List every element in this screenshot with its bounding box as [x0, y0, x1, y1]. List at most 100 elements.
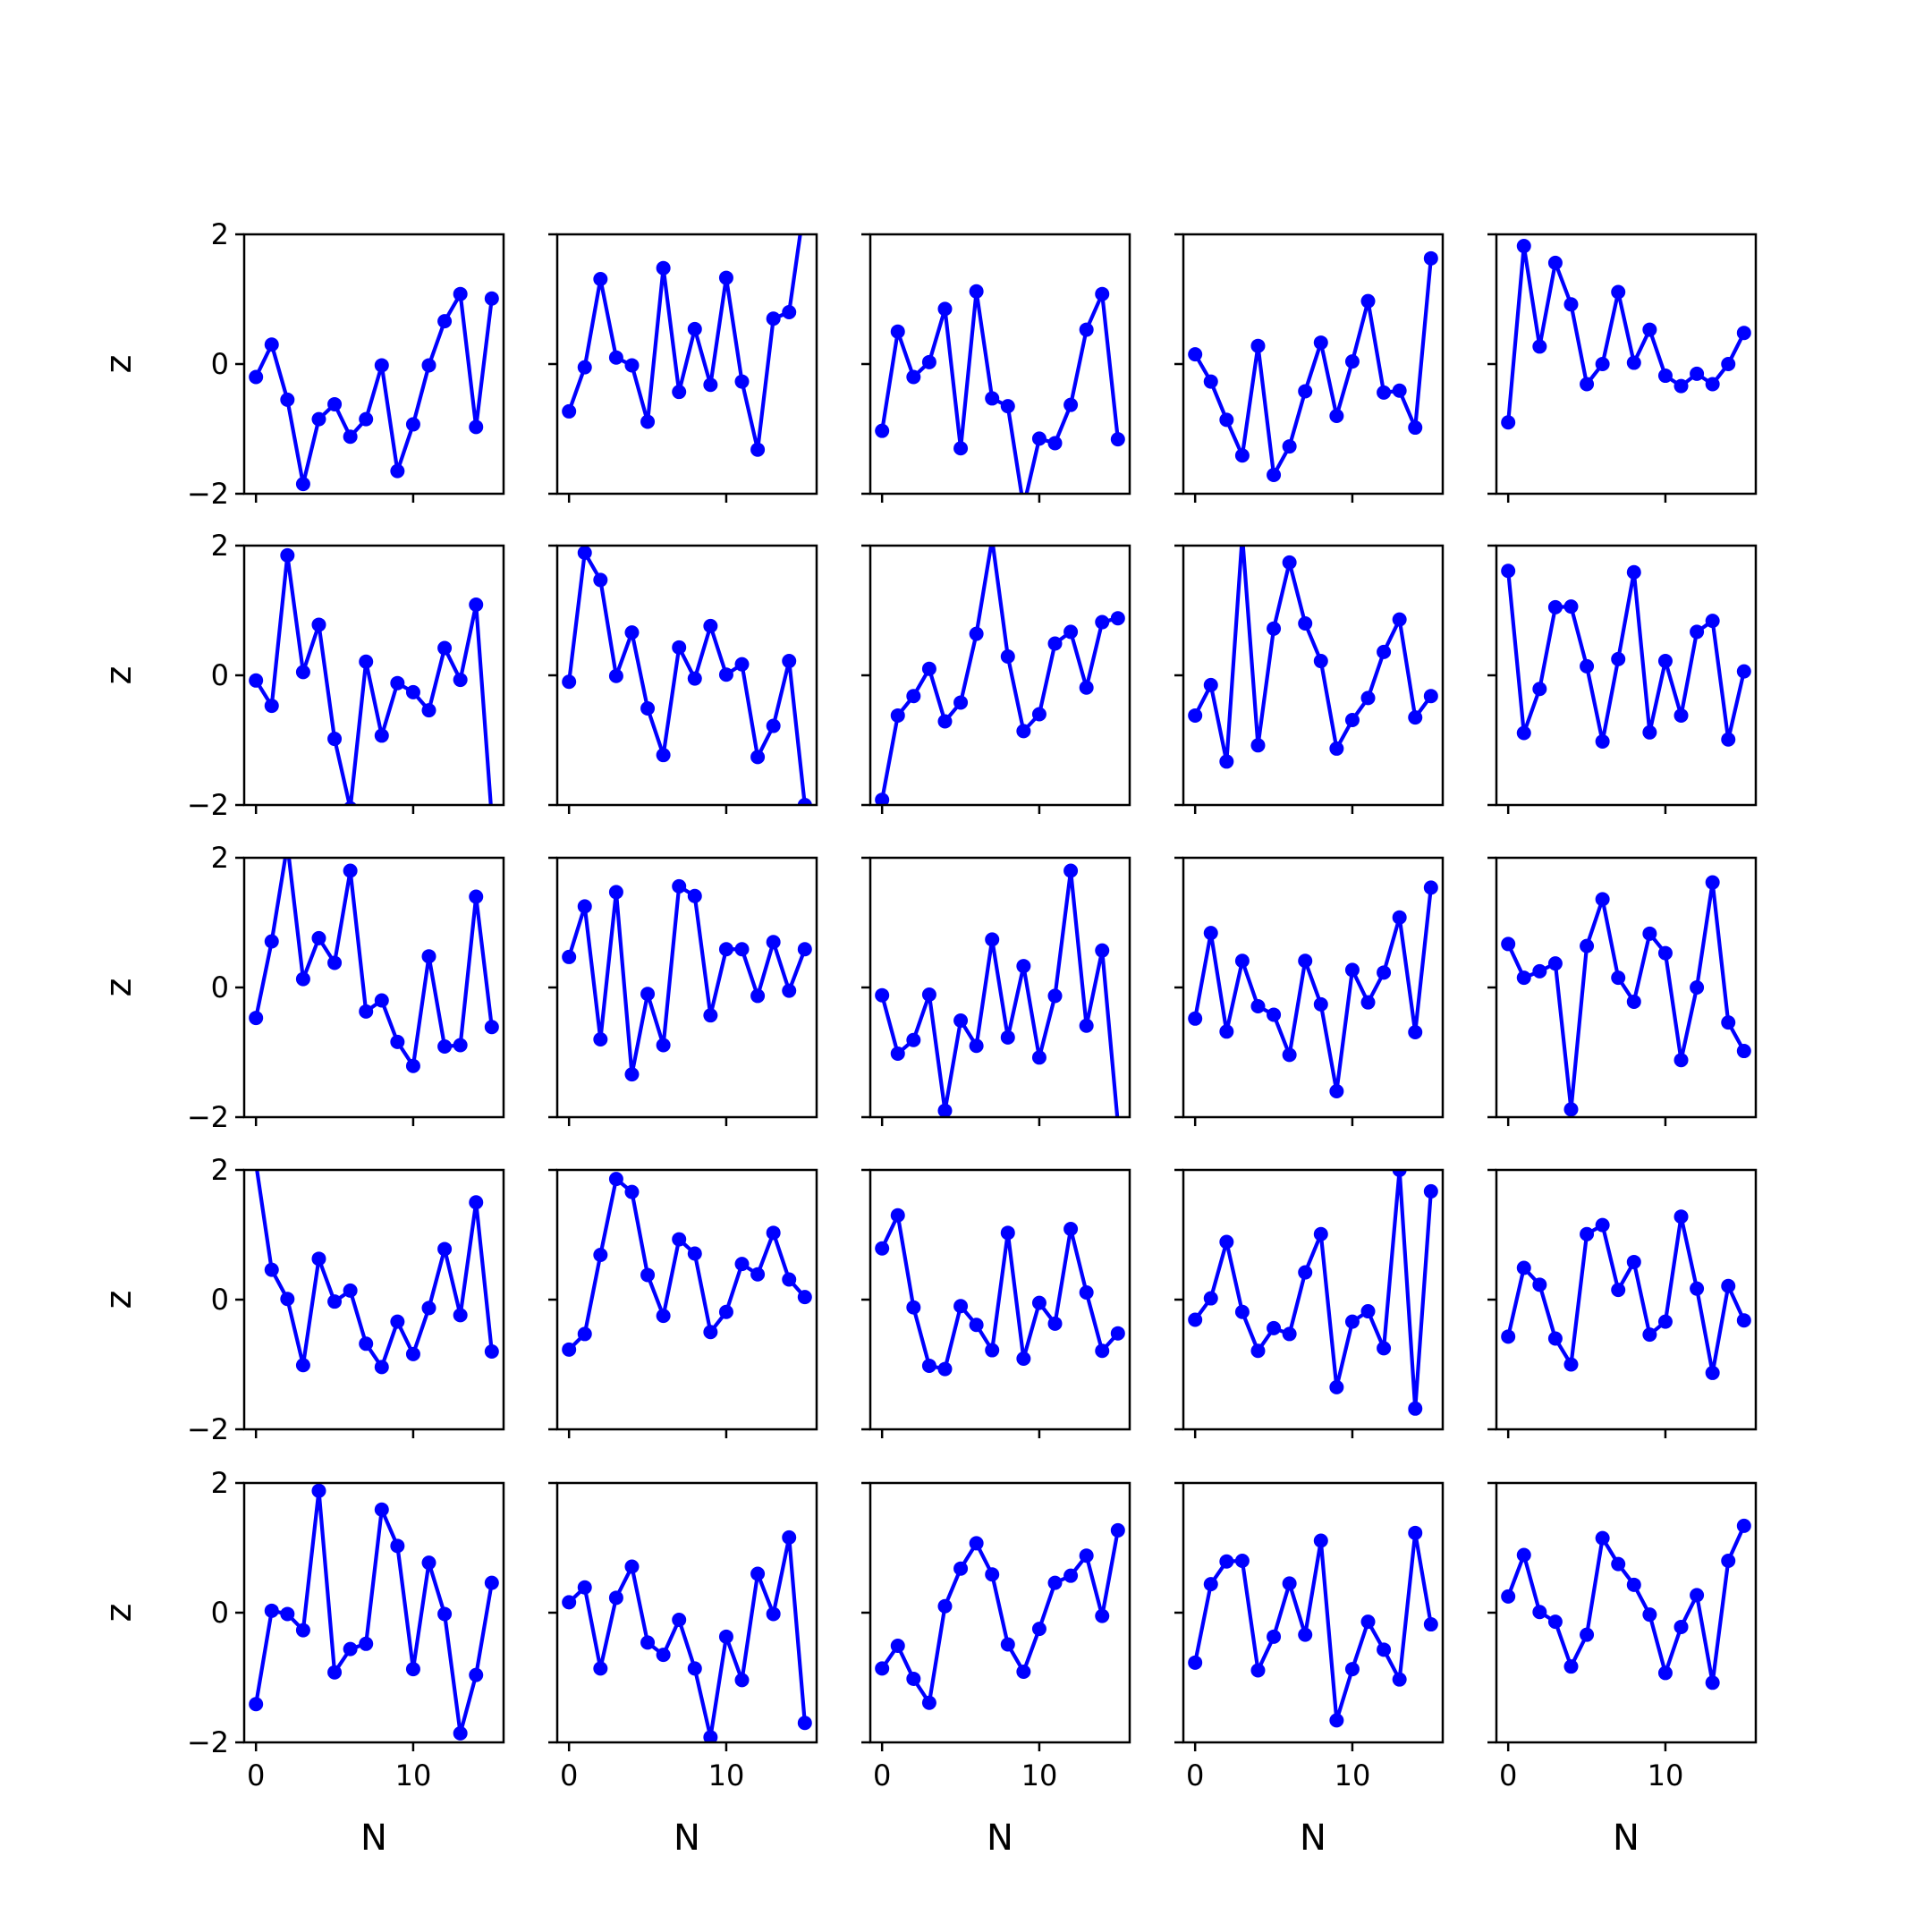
data-point [969, 626, 984, 641]
data-point [1360, 691, 1376, 706]
data-point [1360, 293, 1376, 309]
data-point [249, 673, 264, 688]
data-point [1234, 1304, 1250, 1319]
data-point [687, 321, 702, 336]
data-point [640, 987, 656, 1002]
subplot-r4-c1: −2 0 2 z [98, 1153, 505, 1446]
data-point [953, 695, 969, 710]
data-point [437, 314, 453, 329]
data-point [750, 1267, 766, 1282]
data-point [280, 392, 295, 407]
data-point [1626, 994, 1641, 1009]
data-point [921, 1358, 936, 1373]
data-point [953, 441, 969, 456]
data-point [1203, 1291, 1218, 1306]
y-tick-label: 0 [211, 970, 229, 1004]
data-point [1690, 624, 1705, 640]
data-point [1282, 1576, 1297, 1591]
data-point [906, 1671, 921, 1686]
data-point [1501, 564, 1516, 579]
data-point [1298, 953, 1313, 969]
subplot-r3-c1: −2 0 2 z [98, 841, 505, 1134]
series-line [1506, 880, 1746, 1112]
data-point [985, 1343, 1000, 1358]
series-line [254, 292, 494, 487]
data-point [593, 1032, 608, 1046]
data-point [1642, 322, 1657, 337]
data-point [1626, 1577, 1641, 1592]
data-point [875, 423, 890, 438]
data-point [1047, 1316, 1063, 1331]
data-point [703, 377, 718, 393]
data-point [295, 1358, 310, 1373]
data-point [343, 429, 358, 445]
data-point [1626, 355, 1641, 370]
data-point [405, 684, 420, 699]
data-point [1203, 926, 1218, 941]
data-point [624, 625, 640, 640]
data-point [1267, 1320, 1282, 1335]
data-point [921, 354, 936, 369]
data-point [1595, 1530, 1610, 1546]
data-point [1313, 1226, 1328, 1241]
data-point [937, 1361, 953, 1377]
data-point [1736, 1044, 1751, 1059]
data-point [921, 661, 936, 676]
series-line [567, 1177, 807, 1352]
data-point [311, 617, 326, 632]
series-group [875, 546, 1125, 805]
data-point [656, 260, 671, 275]
subplot-r5-c2: 0 10N [548, 1481, 818, 1859]
data-point [484, 1575, 499, 1590]
data-point [1250, 999, 1266, 1014]
data-point [1250, 1663, 1266, 1678]
data-point [1250, 738, 1266, 753]
data-point [374, 993, 389, 1008]
data-point [1721, 357, 1736, 371]
data-point [437, 1241, 453, 1257]
x-tick-label: 10 [1335, 1758, 1371, 1792]
series-group [249, 858, 499, 1073]
series-group [562, 1530, 812, 1742]
series-line [567, 1535, 807, 1740]
data-point [421, 358, 436, 373]
data-point [1000, 648, 1015, 664]
data-point [687, 1661, 702, 1676]
data-point [295, 665, 310, 680]
series-line [567, 550, 807, 805]
data-point [593, 272, 608, 287]
data-point [718, 270, 733, 285]
data-point [1360, 995, 1376, 1010]
data-point [1408, 710, 1423, 725]
x-tick-label: 10 [395, 1758, 432, 1792]
subplot-r4-c2 [548, 1168, 818, 1438]
data-point [969, 1318, 984, 1333]
data-point [687, 671, 702, 686]
data-point [1721, 1278, 1736, 1293]
data-point [656, 1648, 671, 1663]
data-point [593, 1247, 608, 1262]
series-line [254, 1488, 494, 1735]
series-group [1501, 1518, 1751, 1690]
data-point [562, 1595, 577, 1610]
data-point [577, 1580, 592, 1595]
data-point [327, 1665, 343, 1680]
data-point [484, 291, 499, 306]
data-point [421, 1301, 436, 1316]
data-point [1313, 335, 1328, 351]
data-point [1674, 378, 1689, 394]
data-point [624, 1559, 640, 1574]
series-group [875, 284, 1125, 494]
data-point [750, 988, 766, 1004]
data-point [906, 1300, 921, 1315]
data-point [264, 1603, 279, 1618]
series-group [1188, 1170, 1438, 1416]
data-point [766, 935, 781, 950]
data-point [1674, 708, 1689, 723]
data-point [593, 1661, 608, 1676]
data-point [453, 286, 468, 301]
data-point [1580, 938, 1595, 953]
series-line [880, 869, 1120, 1117]
data-point [1313, 996, 1328, 1012]
data-point [797, 942, 812, 957]
